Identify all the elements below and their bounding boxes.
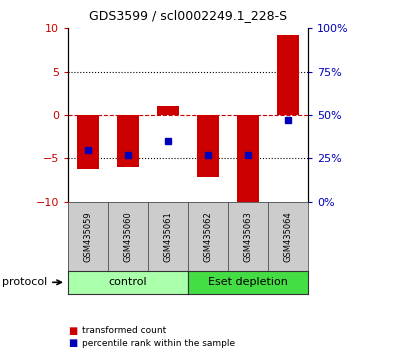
Text: ■: ■ [68, 338, 77, 348]
Bar [117, 115, 139, 167]
Bar [237, 115, 259, 202]
Text: GSM435063: GSM435063 [244, 211, 252, 262]
Text: ■: ■ [68, 326, 77, 336]
Text: GSM435061: GSM435061 [164, 211, 172, 262]
Text: percentile rank within the sample: percentile rank within the sample [82, 339, 235, 348]
Bar [157, 106, 179, 115]
Bar [197, 115, 219, 177]
Text: control: control [109, 277, 147, 287]
Text: GDS3599 / scl0002249.1_228-S: GDS3599 / scl0002249.1_228-S [89, 9, 287, 22]
Text: Eset depletion: Eset depletion [208, 277, 288, 287]
Text: transformed count: transformed count [82, 326, 166, 336]
Text: GSM435059: GSM435059 [84, 211, 92, 262]
Text: GSM435062: GSM435062 [204, 211, 212, 262]
Text: GSM435060: GSM435060 [124, 211, 132, 262]
Bar [277, 35, 299, 115]
Text: protocol: protocol [2, 277, 47, 287]
Bar [77, 115, 99, 169]
Text: GSM435064: GSM435064 [284, 211, 292, 262]
